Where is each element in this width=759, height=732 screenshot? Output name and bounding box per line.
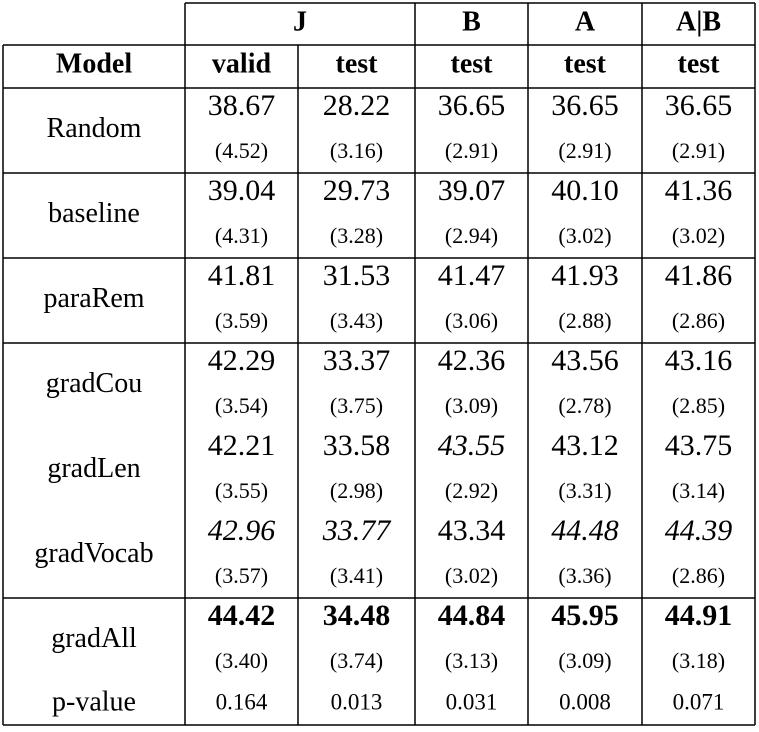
score: 0.071 bbox=[673, 689, 725, 714]
score: 29.73 bbox=[323, 174, 391, 207]
column-label: test bbox=[564, 48, 607, 79]
std-dev: (3.13) bbox=[445, 648, 498, 673]
score: 0.031 bbox=[446, 689, 498, 714]
score: 45.95 bbox=[551, 599, 619, 632]
score: 39.07 bbox=[438, 174, 506, 207]
model-name: baseline bbox=[48, 198, 140, 229]
std-dev: (3.57) bbox=[215, 563, 268, 588]
std-dev: (3.09) bbox=[445, 393, 498, 418]
std-dev: (2.85) bbox=[672, 393, 725, 418]
std-dev: (3.74) bbox=[330, 648, 383, 673]
score: 38.67 bbox=[208, 89, 276, 122]
column-label: test bbox=[336, 48, 379, 79]
std-dev: (3.41) bbox=[330, 563, 383, 588]
model-name: p-value bbox=[52, 686, 136, 717]
std-dev: (3.75) bbox=[330, 393, 383, 418]
score: 43.75 bbox=[665, 429, 733, 462]
std-dev: (2.91) bbox=[558, 138, 611, 163]
score: 40.10 bbox=[551, 174, 619, 207]
column-group: A bbox=[575, 6, 596, 37]
model-name: gradLen bbox=[47, 453, 140, 484]
std-dev: (3.40) bbox=[215, 648, 268, 673]
std-dev: (2.98) bbox=[330, 478, 383, 503]
score: 43.56 bbox=[551, 344, 619, 377]
std-dev: (3.28) bbox=[330, 223, 383, 248]
std-dev: (3.36) bbox=[558, 563, 611, 588]
std-dev: (2.88) bbox=[558, 308, 611, 333]
std-dev: (3.18) bbox=[672, 648, 725, 673]
score: 28.22 bbox=[323, 89, 391, 122]
column-label: Model bbox=[56, 48, 132, 79]
std-dev: (3.43) bbox=[330, 308, 383, 333]
column-label: valid bbox=[212, 48, 272, 79]
score: 42.36 bbox=[438, 344, 506, 377]
score: 43.12 bbox=[551, 429, 619, 462]
score: 41.93 bbox=[551, 259, 619, 292]
score: 43.34 bbox=[438, 514, 506, 547]
score: 33.77 bbox=[322, 514, 393, 547]
std-dev: (4.52) bbox=[215, 138, 268, 163]
score: 0.164 bbox=[216, 689, 268, 714]
std-dev: (3.59) bbox=[215, 308, 268, 333]
score: 41.36 bbox=[665, 174, 733, 207]
model-name: gradCou bbox=[46, 368, 142, 399]
column-label: test bbox=[451, 48, 494, 79]
score: 36.65 bbox=[438, 89, 506, 122]
score: 41.47 bbox=[438, 259, 506, 292]
score: 39.04 bbox=[208, 174, 276, 207]
column-group: J bbox=[293, 6, 307, 37]
std-dev: (2.78) bbox=[558, 393, 611, 418]
score: 41.81 bbox=[208, 259, 276, 292]
score: 0.013 bbox=[331, 689, 383, 714]
std-dev: (3.55) bbox=[215, 478, 268, 503]
std-dev: (3.54) bbox=[215, 393, 268, 418]
column-label: test bbox=[678, 48, 721, 79]
score: 44.39 bbox=[665, 514, 733, 547]
score: 42.96 bbox=[208, 514, 276, 547]
std-dev: (2.91) bbox=[672, 138, 725, 163]
std-dev: (2.94) bbox=[445, 223, 498, 248]
score: 44.48 bbox=[551, 514, 619, 547]
std-dev: (4.31) bbox=[215, 223, 268, 248]
std-dev: (3.06) bbox=[445, 308, 498, 333]
model-name: paraRem bbox=[43, 283, 144, 314]
column-group: A|B bbox=[676, 6, 721, 37]
model-name: gradAll bbox=[51, 623, 137, 654]
score: 42.29 bbox=[208, 344, 276, 377]
std-dev: (3.09) bbox=[558, 648, 611, 673]
std-dev: (3.14) bbox=[672, 478, 725, 503]
model-name: gradVocab bbox=[34, 538, 153, 569]
std-dev: (2.86) bbox=[672, 563, 725, 588]
score: 43.16 bbox=[665, 344, 733, 377]
score: 41.86 bbox=[665, 259, 733, 292]
score: 44.42 bbox=[208, 599, 276, 632]
std-dev: (3.02) bbox=[558, 223, 611, 248]
std-dev: (2.91) bbox=[445, 138, 498, 163]
score: 44.84 bbox=[438, 599, 506, 632]
std-dev: (3.31) bbox=[558, 478, 611, 503]
score: 36.65 bbox=[551, 89, 619, 122]
std-dev: (3.02) bbox=[672, 223, 725, 248]
score: 33.37 bbox=[323, 344, 391, 377]
std-dev: (3.02) bbox=[445, 563, 498, 588]
score: 33.58 bbox=[323, 429, 391, 462]
score: 42.21 bbox=[208, 429, 276, 462]
score: 31.53 bbox=[323, 259, 391, 292]
score: 0.008 bbox=[559, 689, 611, 714]
std-dev: (2.86) bbox=[672, 308, 725, 333]
score: 43.55 bbox=[438, 429, 506, 462]
column-group: B bbox=[462, 6, 481, 37]
std-dev: (3.16) bbox=[330, 138, 383, 163]
model-name: Random bbox=[47, 113, 142, 144]
score: 44.91 bbox=[665, 599, 733, 632]
score: 34.48 bbox=[323, 599, 391, 632]
std-dev: (2.92) bbox=[445, 478, 498, 503]
score: 36.65 bbox=[665, 89, 733, 122]
